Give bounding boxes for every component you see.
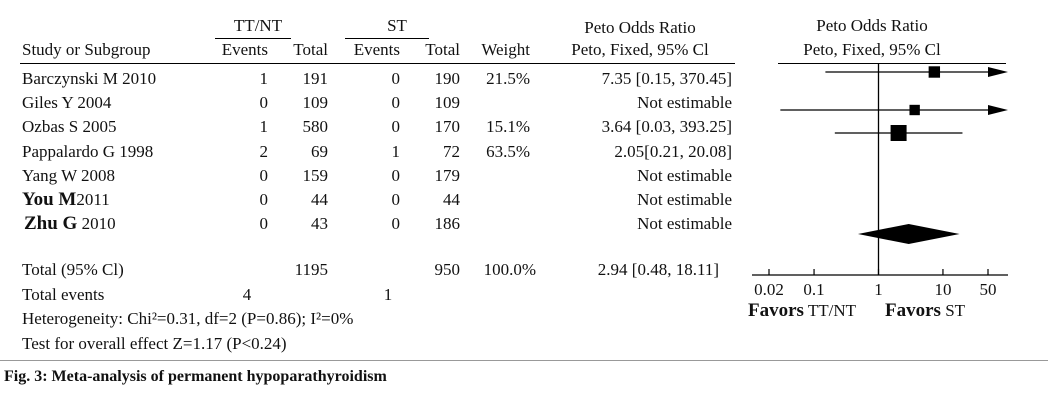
total2-header: Total	[425, 40, 460, 59]
total-weight-cell: 100.0%	[483, 260, 536, 279]
group1-underline	[215, 38, 291, 39]
study-name: Barczynski M 2010	[22, 69, 157, 88]
study-author: You M	[22, 189, 77, 210]
favors-right-label: Favors ST	[885, 301, 965, 321]
favors-right-bold: Favors	[885, 300, 941, 321]
group2-underline	[345, 38, 429, 39]
caption-rule	[0, 360, 1048, 361]
favors-right-group: ST	[945, 301, 966, 320]
study-name: Yang W 2008	[22, 166, 116, 185]
events2-cell: 0	[391, 69, 401, 88]
events1-cell: 0	[259, 93, 269, 112]
ci-cell: Not estimable	[637, 93, 732, 112]
plot-header: Peto Odds Ratio	[816, 16, 928, 35]
ci-cell: Not estimable	[637, 190, 732, 209]
events1-cell: 1	[259, 117, 269, 136]
header-rule	[20, 63, 735, 64]
total2-cell: 170	[434, 117, 461, 136]
study-year: 2011	[76, 190, 110, 209]
total1-cell: 109	[302, 93, 329, 112]
weight-cell: 15.1%	[486, 117, 530, 136]
events2-cell: 1	[391, 142, 401, 161]
total2-cell: 950	[434, 260, 461, 279]
heterogeneity-text: Heterogeneity: Chi²=0.31, df=2 (P=0.86);…	[22, 309, 354, 328]
events1-total: 4	[242, 285, 252, 304]
total2-cell: 72	[443, 142, 460, 161]
total2-cell: 44	[443, 190, 460, 209]
ci-cell: Not estimable	[637, 214, 732, 233]
group1-header: TT/NT	[233, 16, 283, 35]
group2-header: ST	[387, 16, 407, 35]
events2-cell: 0	[391, 214, 401, 233]
events-label: Total events	[22, 285, 105, 304]
study-author: Zhu G	[24, 213, 78, 234]
study-name: Giles Y 2004	[22, 93, 112, 112]
ci-arrow	[988, 67, 1008, 77]
events2-cell: 0	[391, 93, 401, 112]
ci-cell: 3.64 [0.03, 393.25]	[601, 117, 732, 136]
total1-cell: 1195	[294, 260, 328, 279]
total2-cell: 109	[434, 93, 461, 112]
study-square	[928, 66, 941, 78]
total1-cell: 159	[302, 166, 329, 185]
pooled-diamond	[857, 224, 960, 244]
total1-header: Total	[293, 40, 328, 59]
figure-caption: Fig. 3: Meta-analysis of permanent hypop…	[4, 368, 387, 385]
total1-cell: 44	[311, 190, 328, 209]
total-label: Total (95% Cl)	[22, 260, 124, 279]
study-square	[890, 125, 907, 141]
favors-left-label: Favors TT/NT	[748, 301, 856, 321]
events2-cell: 0	[391, 190, 401, 209]
total1-cell: 580	[302, 117, 329, 136]
study-header: Study or Subgroup	[22, 40, 151, 59]
study-name: Ozbas S 2005	[22, 117, 117, 136]
weight-header: Weight	[481, 40, 530, 59]
study-name: Zhu G 2010	[24, 214, 116, 234]
events2-total: 1	[383, 285, 393, 304]
plot-header-rule	[778, 63, 1006, 64]
events1-cell: 0	[259, 190, 269, 209]
axis-tick-label: 1	[874, 280, 883, 299]
ci-cell: 7.35 [0.15, 370.45]	[601, 69, 732, 88]
study-year: 2010	[81, 214, 116, 233]
total2-cell: 186	[434, 214, 461, 233]
events2-header: Events	[353, 40, 400, 59]
ci-cell: 2.05[0.21, 20.08]	[614, 142, 732, 161]
total1-cell: 69	[311, 142, 328, 161]
total1-cell: 43	[311, 214, 328, 233]
total2-cell: 179	[434, 166, 461, 185]
total1-cell: 191	[302, 69, 329, 88]
events2-cell: 0	[391, 117, 401, 136]
axis-tick-label: 0.02	[754, 280, 784, 299]
ci-cell: Not estimable	[637, 166, 732, 185]
overall-effect-text: Test for overall effect Z=1.17 (P<0.24)	[22, 334, 287, 353]
favors-left-group: TT/NT	[807, 301, 857, 320]
axis-tick-label: 50	[979, 280, 997, 299]
events2-cell: 0	[391, 166, 401, 185]
study-square	[909, 104, 920, 116]
favors-left-bold: Favors	[748, 300, 804, 321]
study-name: Pappalardo G 1998	[22, 142, 154, 161]
axis-tick-label: 0.1	[803, 280, 825, 299]
events1-cell: 1	[259, 69, 269, 88]
events1-cell: 0	[259, 166, 269, 185]
study-name: You M2011	[22, 190, 110, 210]
method-header: Peto, Fixed, 95% Cl	[571, 40, 709, 59]
events1-cell: 0	[259, 214, 269, 233]
axis-tick-label: 10	[934, 280, 952, 299]
events1-header: Events	[221, 40, 268, 59]
events1-cell: 2	[259, 142, 269, 161]
forest-plot	[752, 63, 1008, 276]
weight-cell: 21.5%	[486, 69, 530, 88]
ci-arrow	[988, 105, 1008, 115]
weight-cell: 63.5%	[486, 142, 530, 161]
total2-cell: 190	[434, 69, 461, 88]
ratio-header: Peto Odds Ratio	[584, 18, 696, 37]
total-ci-cell: 2.94 [0.48, 18.11]	[597, 260, 719, 279]
plot-method-header: Peto, Fixed, 95% Cl	[803, 40, 941, 59]
